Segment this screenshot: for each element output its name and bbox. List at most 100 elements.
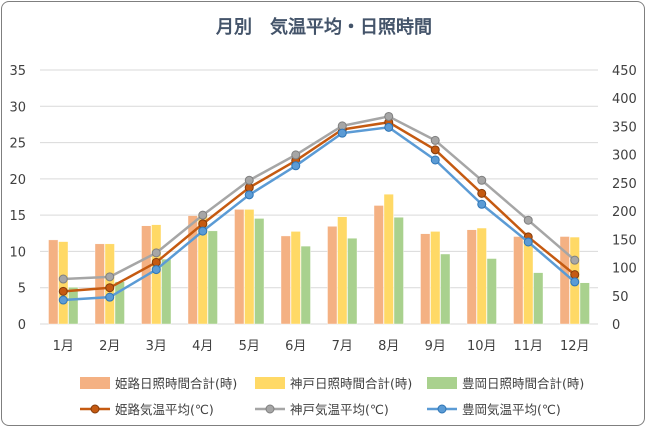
line-point bbox=[430, 135, 440, 145]
legend-marker bbox=[265, 404, 275, 414]
bar bbox=[440, 253, 451, 325]
y-right-tick-label: 150 bbox=[612, 233, 637, 248]
bar bbox=[68, 287, 79, 325]
x-tick-label: 11月 bbox=[513, 339, 543, 354]
bar bbox=[151, 224, 162, 325]
line-point bbox=[105, 292, 115, 302]
y-right-tick-label: 300 bbox=[612, 149, 637, 164]
line-point bbox=[477, 188, 487, 198]
x-tick-label: 12月 bbox=[560, 339, 590, 354]
x-tick-label: 10月 bbox=[467, 339, 497, 354]
axis-labels: 0510152025303505010015020025030035040045… bbox=[9, 64, 636, 354]
line-point bbox=[384, 111, 394, 121]
bar bbox=[48, 239, 59, 325]
legend-swatch bbox=[255, 377, 285, 389]
y-right-tick-label: 400 bbox=[612, 92, 637, 107]
x-tick-label: 3月 bbox=[146, 339, 167, 354]
bar bbox=[420, 233, 431, 325]
y-right-tick-label: 200 bbox=[612, 205, 637, 220]
y-right-tick-label: 250 bbox=[612, 177, 637, 192]
legend-label: 豊岡日照時間合計(時) bbox=[462, 376, 584, 391]
legend-swatch bbox=[427, 377, 457, 389]
y-left-tick-label: 5 bbox=[18, 282, 26, 297]
x-tick-label: 9月 bbox=[425, 339, 446, 354]
legend-label: 豊岡気温平均(℃) bbox=[462, 402, 561, 417]
line-point bbox=[244, 175, 254, 185]
line-point bbox=[291, 150, 301, 160]
line-point bbox=[198, 210, 208, 220]
bar bbox=[430, 231, 441, 325]
line-series-group bbox=[58, 111, 580, 305]
legend-label: 姫路気温平均(℃) bbox=[115, 402, 214, 417]
x-tick-label: 5月 bbox=[239, 339, 260, 354]
bar bbox=[513, 236, 524, 325]
line-point bbox=[477, 199, 487, 209]
y-right-tick-label: 100 bbox=[612, 262, 637, 277]
y-right-tick-label: 350 bbox=[612, 120, 637, 135]
legend-label: 神戸気温平均(℃) bbox=[290, 402, 389, 417]
x-tick-label: 1月 bbox=[53, 339, 74, 354]
series-line bbox=[63, 121, 576, 293]
legend-marker bbox=[90, 404, 100, 414]
line-point bbox=[58, 286, 68, 296]
legend-label: 神戸日照時間合計(時) bbox=[290, 376, 412, 391]
line-point bbox=[244, 190, 254, 200]
line-point bbox=[151, 265, 161, 275]
bar bbox=[254, 218, 265, 325]
x-tick-label: 6月 bbox=[285, 339, 306, 354]
series-line bbox=[63, 126, 576, 302]
line-point bbox=[523, 237, 533, 247]
bar bbox=[579, 282, 590, 325]
bar bbox=[234, 209, 245, 325]
bar bbox=[94, 243, 105, 325]
line-point bbox=[337, 128, 347, 138]
bar bbox=[161, 258, 172, 325]
line-point bbox=[291, 161, 301, 171]
line-point bbox=[58, 295, 68, 305]
series-line bbox=[63, 115, 576, 281]
legend: 姫路日照時間合計(時) 神戸日照時間合計(時) 豊岡日照時間合計(時) 姫路気温平均(… bbox=[80, 376, 584, 417]
bar bbox=[486, 258, 497, 325]
y-left-tick-label: 25 bbox=[9, 137, 26, 152]
bar bbox=[327, 226, 338, 325]
bar bbox=[290, 231, 301, 325]
line-point bbox=[151, 248, 161, 258]
bar bbox=[373, 205, 384, 325]
bar bbox=[393, 217, 404, 325]
y-right-tick-label: 0 bbox=[612, 318, 620, 333]
line-point bbox=[198, 226, 208, 236]
legend-swatch bbox=[80, 377, 110, 389]
bar bbox=[466, 229, 477, 325]
bar bbox=[559, 236, 570, 325]
bar bbox=[280, 235, 291, 325]
legend-label: 姫路日照時間合計(時) bbox=[115, 376, 237, 391]
gridlines bbox=[40, 69, 598, 325]
bar-series-group bbox=[48, 193, 590, 325]
line-point bbox=[384, 122, 394, 132]
line-point bbox=[477, 175, 487, 185]
bar bbox=[476, 227, 487, 325]
bar bbox=[300, 245, 311, 325]
bar bbox=[187, 215, 198, 325]
y-left-tick-label: 30 bbox=[9, 100, 26, 115]
y-left-tick-label: 10 bbox=[9, 245, 26, 260]
x-tick-label: 2月 bbox=[99, 339, 120, 354]
bar bbox=[207, 230, 218, 325]
chart-title: 月別 気温平均・日照時間 bbox=[215, 16, 432, 38]
line-point bbox=[105, 283, 115, 293]
legend-marker bbox=[437, 404, 447, 414]
bar bbox=[244, 209, 255, 325]
line-point bbox=[570, 255, 580, 265]
x-tick-label: 4月 bbox=[192, 339, 213, 354]
y-left-tick-label: 20 bbox=[9, 173, 26, 188]
line-point bbox=[58, 274, 68, 284]
line-point bbox=[523, 215, 533, 225]
y-left-tick-label: 0 bbox=[18, 318, 26, 333]
line-point bbox=[105, 272, 115, 282]
line-point bbox=[430, 145, 440, 155]
y-left-tick-label: 35 bbox=[9, 64, 26, 79]
y-right-tick-label: 50 bbox=[612, 290, 629, 305]
bar bbox=[347, 238, 358, 325]
x-tick-label: 7月 bbox=[332, 339, 353, 354]
